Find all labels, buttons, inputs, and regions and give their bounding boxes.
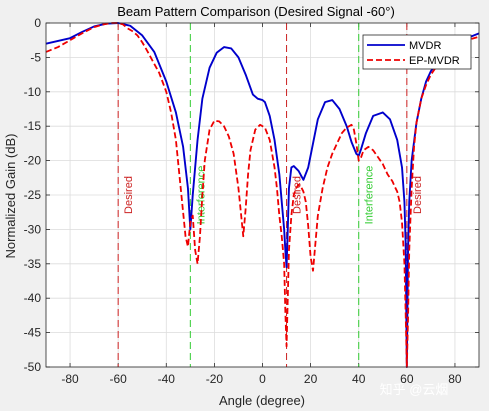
y-tick-labels: 0 -5 -10 -15 -20 -25 -30 -35 -40 -45 -50 bbox=[24, 16, 42, 374]
y-tick-label: -45 bbox=[24, 326, 42, 340]
reference-line-label: Desired bbox=[123, 176, 135, 214]
reference-line-label: Interference bbox=[195, 166, 207, 225]
y-tick-label: -50 bbox=[24, 360, 42, 374]
legend: MVDR EP-MVDR bbox=[362, 34, 472, 70]
chart-title: Beam Pattern Comparison (Desired Signal … bbox=[117, 4, 395, 19]
x-tick-label: 20 bbox=[304, 372, 318, 386]
x-tick-label: 60 bbox=[400, 372, 414, 386]
legend-entry-label: MVDR bbox=[409, 40, 441, 52]
x-axis-title: Angle (degree) bbox=[219, 393, 305, 408]
y-tick-label: -25 bbox=[24, 188, 42, 202]
reference-line-label: Desired bbox=[292, 176, 304, 214]
series-line-ep-mvdr bbox=[45, 22, 480, 368]
y-tick-label: -35 bbox=[24, 257, 42, 271]
y-tick-label: -15 bbox=[24, 119, 42, 133]
y-tick-label: -5 bbox=[30, 50, 41, 64]
reference-line-label: Interference bbox=[364, 166, 376, 225]
x-tick-label: -60 bbox=[109, 372, 127, 386]
x-tick-label: -20 bbox=[206, 372, 224, 386]
y-tick-label: -40 bbox=[24, 291, 42, 305]
y-tick-label: 0 bbox=[34, 16, 41, 30]
x-tick-label: 0 bbox=[259, 372, 266, 386]
x-tick-label: -40 bbox=[158, 372, 176, 386]
plot-area: Desired Interference Desired Interference De… bbox=[45, 22, 480, 368]
legend-box bbox=[362, 34, 472, 70]
watermark-text: 知乎 @云烟 bbox=[380, 382, 449, 397]
series-line-mvdr bbox=[45, 22, 480, 368]
x-tick-label: 80 bbox=[448, 372, 462, 386]
series-lines bbox=[45, 22, 480, 368]
x-tick-label: 40 bbox=[352, 372, 366, 386]
y-tick-label: -20 bbox=[24, 154, 42, 168]
plot-frame bbox=[45, 22, 480, 368]
reference-line-label: Desired bbox=[412, 176, 424, 214]
y-tick-label: -30 bbox=[24, 222, 42, 236]
x-tick-label: -80 bbox=[61, 372, 79, 386]
y-axis-title: Normalized Gain (dB) bbox=[3, 134, 18, 259]
x-tick-labels: -80 -60 -40 -20 0 20 40 60 80 bbox=[61, 372, 462, 386]
legend-entry-label: EP-MVDR bbox=[409, 55, 460, 67]
y-tick-label: -10 bbox=[24, 85, 42, 99]
